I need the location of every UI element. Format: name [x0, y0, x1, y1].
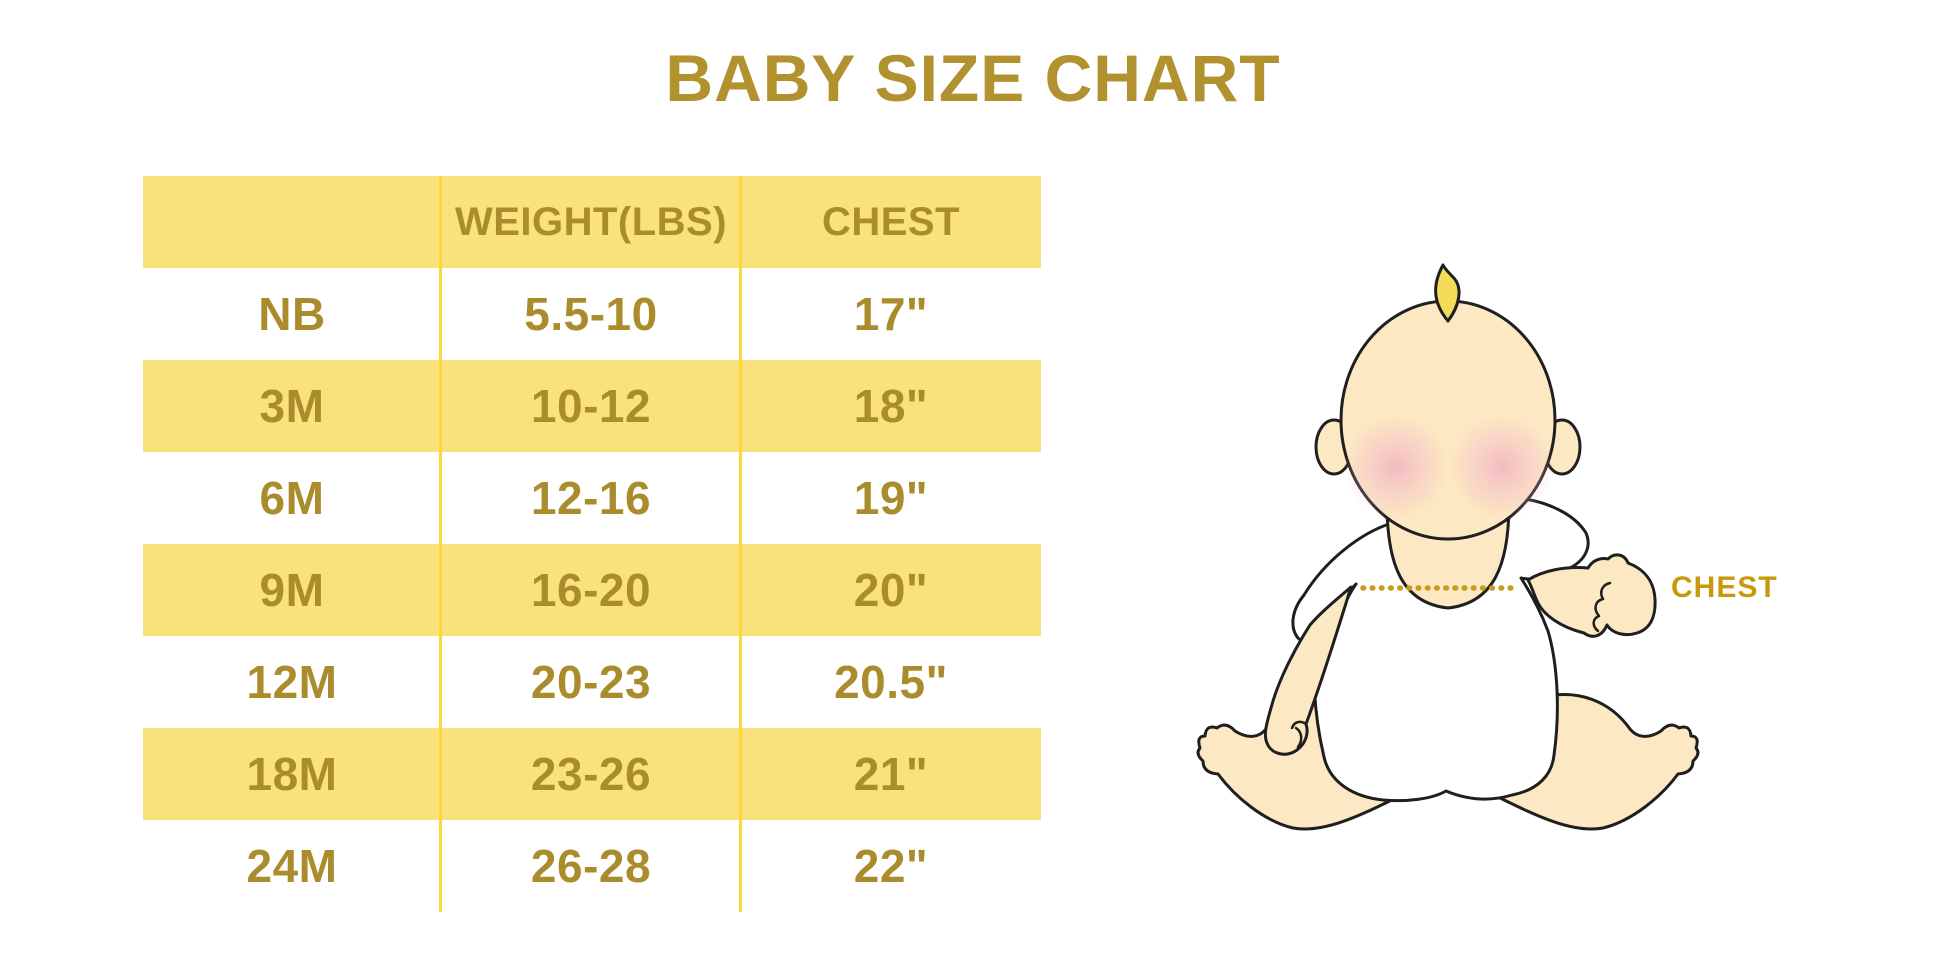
size-cell: NB — [258, 288, 326, 340]
table-row-18m: 18M 23-26 21" — [143, 728, 1041, 820]
chest-cell: 21" — [853, 748, 929, 800]
size-cell: 9M — [259, 564, 325, 616]
column-divider — [439, 176, 442, 912]
size-cell: 18M — [246, 748, 338, 800]
baby-left-cheek — [1344, 415, 1448, 519]
chest-cell: 17" — [853, 288, 929, 340]
chest-cell: 20" — [853, 564, 929, 616]
header-size-cell — [143, 176, 441, 268]
size-cell: 6M — [259, 472, 325, 524]
header-weight-cell: WEIGHT(LBS) — [454, 199, 728, 244]
baby-right-arm-fist — [1526, 553, 1657, 638]
page-title: BABY SIZE CHART — [665, 41, 1281, 115]
baby-left-arm — [1263, 585, 1353, 756]
column-divider — [739, 176, 742, 912]
size-table: WEIGHT(LBS) CHEST NB 5.5-10 17" 3M 10-12… — [143, 176, 1041, 912]
weight-cell: 5.5-10 — [524, 288, 658, 340]
weight-cell: 16-20 — [530, 564, 652, 616]
chest-cell: 20.5" — [834, 656, 948, 708]
table-row-3m: 3M 10-12 18" — [143, 360, 1041, 452]
baby-hair-curl — [1434, 263, 1461, 323]
table-row-9m: 9M 16-20 20" — [143, 544, 1041, 636]
chest-cell: 19" — [853, 472, 929, 524]
baby-left-hand-fingers — [1290, 720, 1308, 749]
weight-cell: 20-23 — [530, 656, 652, 708]
weight-cell: 10-12 — [530, 380, 652, 432]
table-row-nb: NB 5.5-10 17" — [143, 268, 1041, 360]
table-row-24m: 24M 26-28 22" — [143, 820, 1041, 912]
table-row-12m: 12M 20-23 20.5" — [143, 636, 1041, 728]
weight-cell: 26-28 — [530, 840, 652, 892]
size-cell: 12M — [246, 656, 338, 708]
chest-cell: 22" — [853, 840, 929, 892]
header-chest-cell: CHEST — [821, 199, 961, 244]
chest-annotation-label: CHEST — [1671, 571, 1778, 604]
baby-illustration — [1140, 235, 1760, 865]
size-cell: 3M — [259, 380, 325, 432]
weight-cell: 12-16 — [530, 472, 652, 524]
table-row-6m: 6M 12-16 19" — [143, 452, 1041, 544]
baby-right-cheek — [1450, 415, 1554, 519]
chest-cell: 18" — [853, 380, 929, 432]
table-header-row: WEIGHT(LBS) CHEST — [143, 176, 1041, 268]
size-cell: 24M — [246, 840, 338, 892]
baby-sitting-graphic — [1196, 263, 1700, 831]
baby-fist-knuckles — [1592, 581, 1612, 633]
weight-cell: 23-26 — [530, 748, 652, 800]
